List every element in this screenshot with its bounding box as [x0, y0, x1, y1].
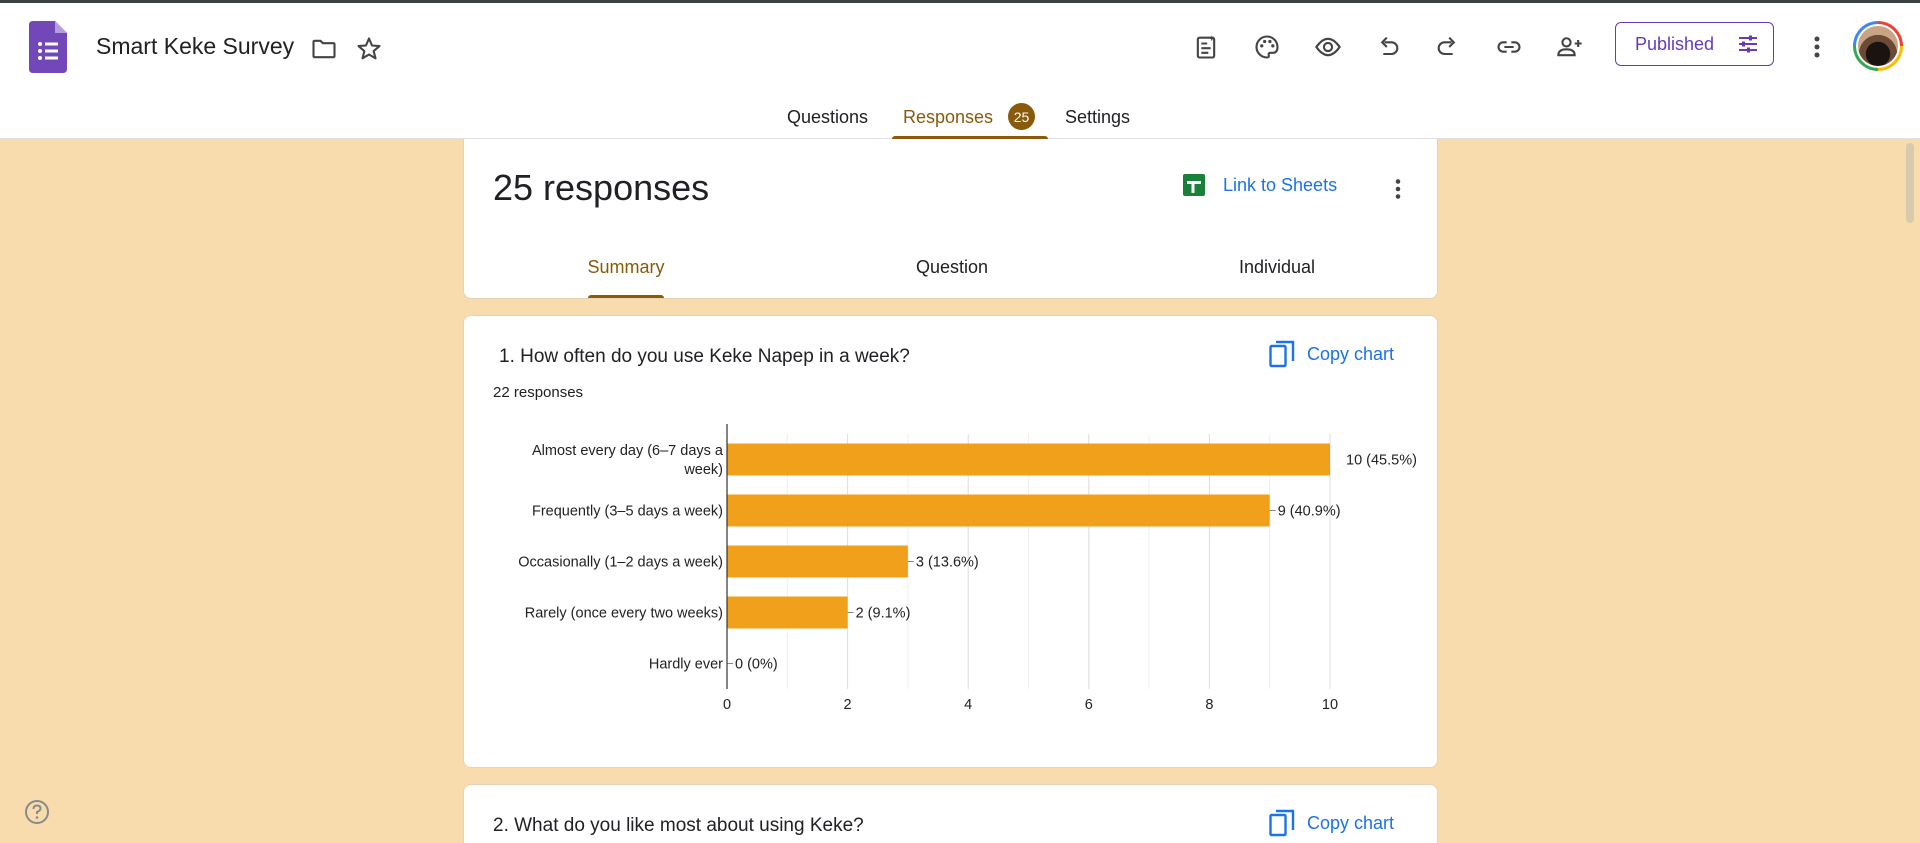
tune-sliders-icon: [1739, 35, 1758, 53]
active-tab-indicator: [892, 136, 1048, 140]
chart-category-label: Frequently (3–5 days a week): [532, 504, 723, 520]
form-title[interactable]: Smart Keke Survey: [96, 33, 295, 59]
help-icon[interactable]: [24, 799, 50, 825]
question-1-card: 1. How often do you use Keke Napep in a …: [463, 315, 1438, 768]
chart-data-label: 9 (40.9%): [1278, 504, 1341, 520]
chart-bar: [727, 596, 848, 629]
preview-eye-icon[interactable]: [1308, 27, 1348, 67]
chart-category-label: Occasionally (1–2 days a week): [518, 555, 723, 571]
palette-icon[interactable]: [1247, 27, 1287, 67]
responses-summary-card: 25 responses Link to Sheets Summary Ques…: [463, 139, 1438, 299]
tab-responses[interactable]: Responses: [903, 107, 994, 127]
chart-category-label: Almost every day (6–7 days a week): [532, 443, 724, 478]
copy-chart-button[interactable]: Copy chart: [1269, 340, 1394, 368]
chart-x-tick-label: 4: [964, 697, 972, 713]
main-tabs: Questions Responses 25 Settings: [0, 98, 1920, 140]
account-avatar[interactable]: [1853, 21, 1903, 71]
chart-x-tick-label: 10: [1322, 697, 1338, 713]
copy-icon: [1269, 340, 1295, 368]
question-1-title: 1. How often do you use Keke Napep in a …: [499, 346, 910, 367]
chart-data-label: 3 (13.6%): [916, 555, 979, 571]
chart-x-tick-label: 6: [1085, 697, 1093, 713]
published-label: Published: [1635, 33, 1715, 54]
question-1-bar-chart: Almost every day (6–7 days a week) 10 (45.…: [518, 424, 1417, 713]
folder-icon[interactable]: [308, 33, 340, 65]
subtab-summary[interactable]: Summary: [587, 257, 665, 277]
sheets-icon: [1183, 174, 1205, 196]
active-subtab-indicator: [588, 295, 664, 298]
page-scrollbar[interactable]: [1906, 143, 1914, 223]
responses-count-badge: 25: [1008, 103, 1035, 130]
chart-x-tick-label: 2: [844, 697, 852, 713]
subtab-individual[interactable]: Individual: [1238, 257, 1316, 277]
chart-bar: [727, 494, 1270, 527]
link-to-sheets-label: Link to Sheets: [1223, 174, 1338, 195]
chart-x-tick-label: 8: [1205, 697, 1213, 713]
chart-data-label: 0 (0%): [735, 657, 778, 673]
link-to-sheets-button[interactable]: Link to Sheets: [1182, 173, 1337, 197]
chart-data-label: 2 (9.1%): [856, 606, 911, 622]
question-1-response-count: 22 responses: [493, 384, 584, 401]
chart-bar: [727, 545, 908, 578]
copy-chart-button-2[interactable]: Copy chart: [1269, 809, 1394, 837]
chart-category-label: Hardly ever: [649, 657, 723, 673]
forms-logo-icon[interactable]: [29, 21, 67, 73]
tab-settings[interactable]: Settings: [1065, 107, 1131, 127]
copy-icon: [1269, 809, 1295, 837]
published-button[interactable]: Published: [1615, 22, 1774, 66]
copy-chart-label: Copy chart: [1307, 343, 1395, 364]
more-vert-icon[interactable]: [1799, 27, 1835, 67]
chart-bar: [727, 443, 1330, 476]
add-ons-icon[interactable]: [1186, 27, 1226, 67]
tab-questions[interactable]: Questions: [787, 107, 869, 127]
star-icon[interactable]: [353, 33, 385, 65]
add-collaborator-icon[interactable]: [1550, 27, 1590, 67]
redo-icon[interactable]: [1428, 27, 1468, 67]
undo-icon[interactable]: [1368, 27, 1408, 67]
link-icon[interactable]: [1489, 27, 1529, 67]
question-2-title: 2. What do you like most about using Kek…: [493, 815, 864, 836]
copy-chart-label-2: Copy chart: [1307, 812, 1395, 833]
window-top-strip: [0, 0, 1920, 3]
chart-category-label: Rarely (once every two weeks): [525, 606, 723, 622]
subtab-question[interactable]: Question: [915, 257, 989, 277]
chart-data-label: 10 (45.5%): [1346, 453, 1417, 469]
chart-x-tick-label: 0: [723, 697, 731, 713]
responses-total-title: 25 responses: [493, 167, 710, 208]
responses-more-icon[interactable]: [1384, 175, 1412, 203]
question-2-card: 2. What do you like most about using Kek…: [463, 784, 1438, 843]
app-header: Smart Keke Survey Published Questions Re…: [0, 3, 1920, 140]
